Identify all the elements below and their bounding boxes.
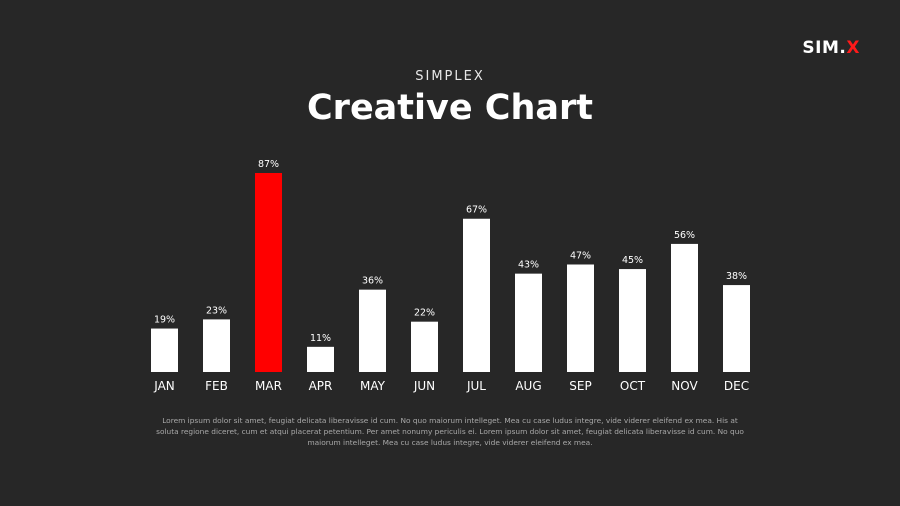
brand-logo: SIM.X bbox=[802, 38, 860, 58]
bar-aug bbox=[515, 273, 542, 372]
category-label-jul: JUL bbox=[466, 379, 486, 393]
slide-title: Creative Chart bbox=[307, 88, 593, 128]
data-label-sep: 47% bbox=[570, 250, 591, 261]
category-label-jan: JAN bbox=[153, 379, 175, 393]
category-label-may: MAY bbox=[360, 379, 386, 393]
logo-separator: . bbox=[839, 38, 847, 58]
bar-mar bbox=[255, 173, 282, 372]
bar-feb bbox=[203, 319, 230, 372]
bar-jan bbox=[151, 328, 178, 372]
category-label-oct: OCT bbox=[620, 379, 646, 393]
bar-oct bbox=[619, 269, 646, 372]
data-label-feb: 23% bbox=[206, 305, 227, 316]
bar-jul bbox=[463, 218, 490, 372]
data-label-jan: 19% bbox=[154, 315, 175, 326]
bar-dec bbox=[723, 285, 750, 372]
category-label-dec: DEC bbox=[724, 379, 749, 393]
data-label-jun: 22% bbox=[414, 308, 435, 319]
data-label-apr: 11% bbox=[310, 333, 331, 344]
logo-main: SIM bbox=[802, 38, 840, 58]
body-paragraph: Lorem ipsum dolor sit amet, feugiat deli… bbox=[156, 416, 744, 447]
bar-apr bbox=[307, 346, 334, 372]
category-label-feb: FEB bbox=[205, 379, 228, 393]
bar-nov bbox=[671, 243, 698, 372]
slide-subtitle: SIMPLEX bbox=[415, 69, 485, 84]
category-label-sep: SEP bbox=[569, 379, 591, 393]
category-label-apr: APR bbox=[309, 379, 333, 393]
category-label-nov: NOV bbox=[671, 379, 698, 393]
category-label-aug: AUG bbox=[515, 379, 541, 393]
bar-jun bbox=[411, 321, 438, 372]
bar-sep bbox=[567, 264, 594, 372]
data-label-may: 36% bbox=[362, 276, 383, 287]
data-label-jul: 67% bbox=[466, 205, 487, 216]
category-label-jun: JUN bbox=[413, 379, 435, 393]
data-label-dec: 38% bbox=[726, 271, 747, 282]
bar-may bbox=[359, 289, 386, 372]
data-label-nov: 56% bbox=[674, 230, 695, 241]
category-label-mar: MAR bbox=[255, 379, 282, 393]
data-label-aug: 43% bbox=[518, 260, 539, 271]
logo-accent: X bbox=[846, 38, 860, 58]
data-label-mar: 87% bbox=[258, 159, 279, 170]
data-label-oct: 45% bbox=[622, 255, 643, 266]
